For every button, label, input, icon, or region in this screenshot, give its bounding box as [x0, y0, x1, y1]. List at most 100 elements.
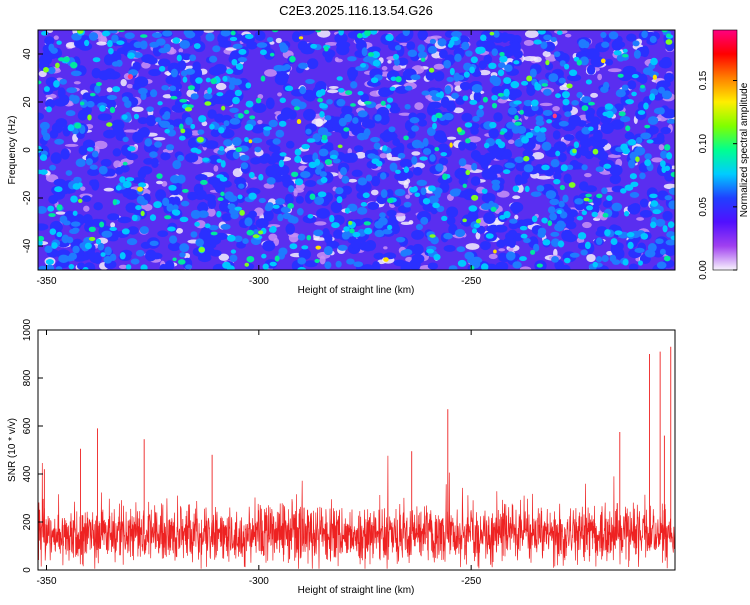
- heatmap-cell: [94, 84, 101, 94]
- heatmap-cell: [190, 231, 198, 238]
- heatmap-cell: [314, 196, 325, 206]
- heatmap-cell: [508, 221, 519, 230]
- heatmap-cell: [496, 190, 510, 198]
- heatmap-cell: [541, 141, 552, 151]
- heatmap-cell: [627, 139, 637, 146]
- heatmap-cell: [127, 226, 139, 235]
- heatmap-y-tick-label: 0: [22, 147, 33, 153]
- heatmap-cell: [407, 49, 418, 58]
- heatmap-cell: [347, 56, 357, 62]
- heatmap-cell: [313, 229, 324, 237]
- heatmap-cell: [55, 266, 63, 270]
- heatmap-cell: [446, 215, 456, 226]
- heatmap-cell: [365, 121, 376, 129]
- heatmap-cell: [316, 208, 330, 219]
- heatmap-cell: [541, 83, 548, 87]
- heatmap-cell: [585, 193, 593, 198]
- heatmap-cell: [523, 238, 531, 244]
- heatmap-cell: [558, 120, 569, 127]
- heatmap-cell: [502, 148, 513, 160]
- heatmap-cell: [128, 69, 139, 76]
- heatmap-cell: [521, 136, 529, 144]
- heatmap-cell: [251, 124, 264, 134]
- heatmap-cell: [393, 259, 406, 267]
- heatmap-cell: [363, 221, 371, 226]
- heatmap-cell: [108, 47, 114, 55]
- heatmap-cell: [462, 183, 467, 188]
- heatmap-cell: [72, 210, 78, 216]
- heatmap-cell: [402, 30, 410, 37]
- heatmap-cell: [600, 58, 606, 64]
- heatmap-cell: [274, 255, 280, 262]
- heatmap-cell: [238, 48, 247, 55]
- heatmap-cell: [113, 160, 122, 169]
- heatmap-cell: [325, 41, 339, 46]
- heatmap-cell: [60, 148, 70, 160]
- heatmap-cell: [138, 87, 148, 95]
- heatmap-cell: [472, 115, 480, 122]
- heatmap-cell: [205, 32, 215, 42]
- heatmap-cell: [167, 73, 182, 86]
- heatmap-cell: [579, 56, 589, 66]
- heatmap-cell: [374, 114, 382, 122]
- heatmap-cell: [638, 73, 648, 85]
- heatmap-cell: [595, 256, 603, 263]
- heatmap-cell: [78, 198, 83, 203]
- heatmap-cell: [158, 47, 169, 54]
- heatmap-cell: [239, 154, 250, 161]
- heatmap-cell: [379, 212, 386, 219]
- heatmap-cell: [523, 39, 534, 46]
- heatmap-cell: [81, 195, 92, 202]
- heatmap-cell: [566, 164, 574, 171]
- heatmap-cell: [195, 238, 204, 247]
- heatmap-cell: [481, 168, 495, 180]
- heatmap-cell: [178, 48, 184, 53]
- heatmap-cell: [109, 106, 116, 114]
- heatmap-cell: [375, 160, 383, 167]
- heatmap-cell: [296, 207, 304, 216]
- heatmap-cell: [131, 177, 146, 184]
- heatmap-cell: [667, 244, 675, 252]
- heatmap-cell: [559, 185, 565, 191]
- heatmap-cell: [106, 87, 113, 93]
- heatmap-cell: [620, 115, 631, 123]
- heatmap-cell: [156, 180, 163, 185]
- heatmap-cell: [229, 107, 239, 113]
- heatmap-cell: [151, 32, 163, 38]
- heatmap-cell: [287, 203, 295, 209]
- heatmap-cell: [531, 99, 539, 107]
- heatmap-cell: [490, 206, 497, 212]
- heatmap-cell: [246, 41, 258, 50]
- heatmap-cell: [309, 193, 316, 200]
- heatmap-cell: [185, 264, 193, 270]
- heatmap-cell: [670, 235, 675, 241]
- heatmap-cell: [103, 187, 115, 192]
- heatmap-cell: [306, 138, 316, 143]
- heatmap-cell: [222, 75, 228, 82]
- heatmap-cell: [357, 110, 368, 118]
- heatmap-cell: [59, 78, 67, 85]
- heatmap-cell: [96, 82, 102, 87]
- heatmap-cell: [581, 164, 588, 171]
- heatmap-cell: [433, 63, 445, 70]
- heatmap-cell: [95, 238, 102, 245]
- heatmap-cell: [137, 128, 149, 136]
- heatmap-cell: [418, 119, 428, 127]
- heatmap-cell: [610, 238, 618, 246]
- heatmap-cell: [558, 77, 566, 84]
- heatmap-cell: [38, 223, 49, 231]
- heatmap-cell: [138, 182, 147, 188]
- heatmap-cell: [162, 30, 173, 37]
- heatmap-cell: [63, 56, 70, 63]
- heatmap-cell: [101, 230, 113, 238]
- heatmap-cell: [243, 109, 250, 115]
- heatmap-cell: [144, 138, 153, 147]
- snr-x-tick-label: -300: [249, 576, 269, 587]
- heatmap-cell: [636, 217, 644, 221]
- heatmap-cell: [395, 169, 401, 174]
- heatmap-cell: [468, 205, 478, 212]
- heatmap-cell: [208, 55, 218, 63]
- heatmap-cell: [550, 231, 560, 237]
- heatmap-cell: [96, 41, 107, 46]
- heatmap-cell: [315, 90, 323, 98]
